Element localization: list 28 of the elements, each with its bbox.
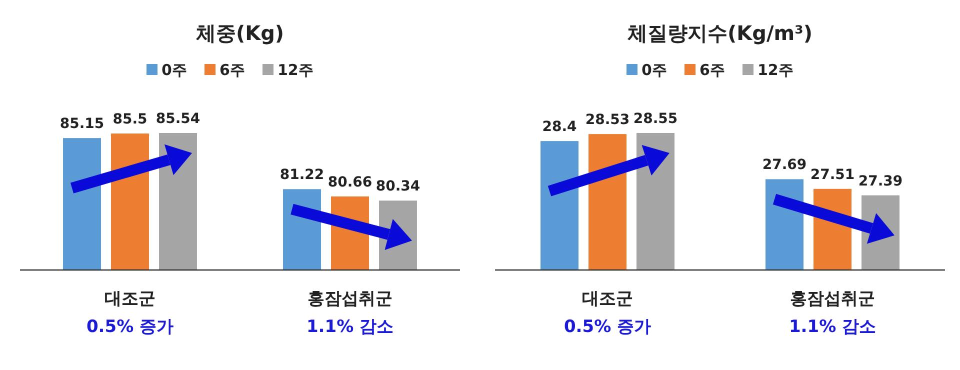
data-label: 80.34: [376, 178, 420, 195]
data-label: 27.51: [810, 166, 855, 183]
legend-label: 0주: [642, 61, 667, 79]
text: 1.1% 감소: [788, 317, 876, 337]
data-label: 85.15: [60, 116, 104, 132]
legend-label: 12주: [758, 61, 794, 79]
legend-label: 12주: [278, 61, 314, 79]
x-tick-label: 홍잠섭취군: [790, 289, 875, 309]
data-label: 28.4: [542, 119, 578, 136]
data-label: 28.55: [633, 111, 678, 127]
x-tick-label: 홍잠섭취군: [308, 289, 392, 309]
text: 0.5% 증가: [86, 317, 174, 337]
chart-title: 체질량지수(Kg/m³): [626, 21, 812, 45]
data-label: 85.54: [156, 111, 200, 127]
data-label: 28.53: [585, 112, 630, 128]
legend-label: 6주: [700, 61, 725, 79]
text: 1.1% 감소: [306, 317, 394, 337]
text: 0.5% 증가: [564, 317, 652, 337]
data-label: 81.22: [280, 167, 324, 184]
data-label: 27.39: [858, 173, 903, 190]
data-label: 80.66: [328, 174, 372, 190]
chart-title: 체중(Kg): [194, 21, 284, 45]
x-tick-label: 대조군: [582, 289, 633, 309]
data-label: 27.69: [762, 157, 807, 174]
legend-label: 0주: [162, 61, 187, 79]
x-tick-label: 대조군: [104, 289, 156, 309]
legend-label: 6주: [220, 61, 245, 79]
data-label: 85.5: [112, 112, 148, 128]
